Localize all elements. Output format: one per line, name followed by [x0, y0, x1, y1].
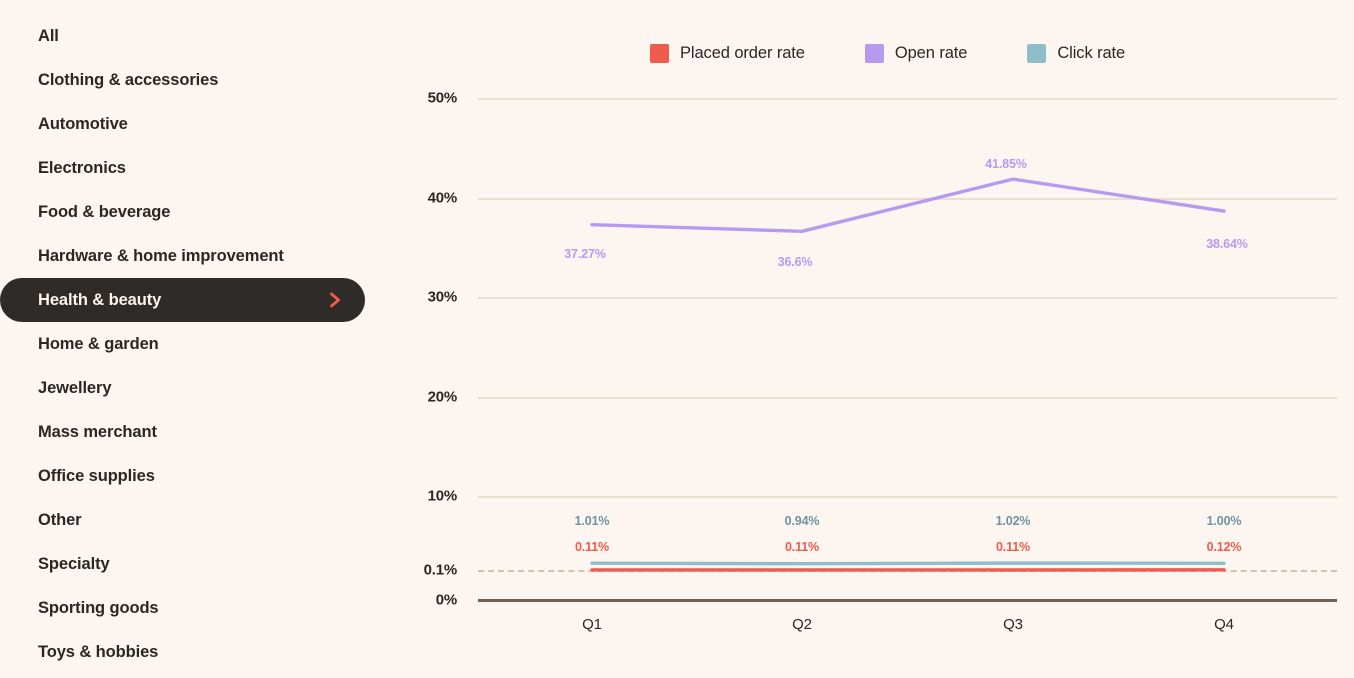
chart-panel: Placed order rate Open rate Click rate 50%…: [400, 0, 1354, 678]
point-label: 41.85%: [985, 157, 1027, 172]
point-label: 38.64%: [1206, 237, 1248, 252]
legend-item-open-rate[interactable]: Open rate: [864, 44, 968, 63]
point-label: 0.11%: [995, 540, 1031, 554]
sidebar-item-label: Jewellery: [38, 378, 112, 397]
sidebar-item-mass-merchant[interactable]: Mass merchant: [0, 410, 390, 454]
sidebar-item-label: Health & beauty: [38, 290, 162, 309]
sidebar-item-food-beverage[interactable]: Food & beverage: [0, 190, 390, 234]
sidebar-item-specialty[interactable]: Specialty: [0, 542, 390, 586]
sidebar-item-hardware-home-improvement[interactable]: Hardware & home improvement: [0, 234, 390, 278]
legend-label: Open rate: [894, 44, 968, 62]
sidebar-item-label: Hardware & home improvement: [38, 246, 284, 265]
chart-legend: Placed order rate Open rate Click rate: [650, 44, 1125, 63]
x-axis-tick-label: Q2: [792, 616, 812, 633]
sidebar-item-label: Automotive: [38, 114, 128, 133]
sidebar-item-label: Sporting goods: [38, 598, 159, 617]
sidebar-item-label: Home & garden: [38, 334, 159, 353]
point-label: 1.01%: [574, 514, 610, 528]
legend-swatch-icon: [650, 44, 669, 63]
point-label: 37.27%: [564, 246, 606, 261]
sidebar-item-other[interactable]: Other: [0, 498, 390, 542]
gridline-30: [478, 297, 1337, 299]
legend-swatch-icon: [864, 44, 884, 63]
y-axis-tick-label: 30%: [427, 288, 458, 306]
sidebar-item-clothing-accessories[interactable]: Clothing & accessories: [0, 58, 390, 102]
legend-item-placed-order-rate[interactable]: Placed order rate: [650, 44, 805, 63]
point-label: 1.00%: [1206, 514, 1242, 528]
y-axis: 50% 40% 30% 20% 10% 0.1% 0%: [400, 0, 458, 678]
point-label: 36.6%: [777, 255, 813, 270]
y-axis-tick-label: 50%: [427, 89, 458, 107]
sidebar-item-label: Other: [38, 510, 82, 529]
chart-plot-area: 50% 40% 30% 20% 10% 0.1% 0% Q1 Q2 Q3 Q4 0.11% 0.11…: [400, 0, 1354, 678]
sidebar-item-jewellery[interactable]: Jewellery: [0, 366, 390, 410]
y-axis-tick-label: 0.1%: [423, 561, 458, 579]
x-axis-tick-label: Q1: [582, 616, 602, 633]
sidebar-item-all[interactable]: All: [0, 14, 390, 58]
series-lines: [590, 177, 1226, 572]
legend-label: Placed order rate: [680, 44, 805, 62]
x-axis-line: [478, 599, 1337, 602]
sidebar-item-home-garden[interactable]: Home & garden: [0, 322, 390, 366]
line-click-rate: [590, 561, 1226, 566]
sidebar-item-label: Electronics: [38, 158, 126, 177]
point-label: 0.11%: [784, 540, 820, 554]
x-axis-tick-label: Q4: [1214, 616, 1234, 633]
category-sidebar: All Clothing & accessories Automotive Elect…: [0, 0, 400, 678]
sidebar-item-label: Specialty: [38, 554, 110, 573]
y-axis-tick-label: 0%: [435, 591, 457, 609]
sidebar-item-label: Clothing & accessories: [38, 70, 219, 89]
legend-item-click-rate[interactable]: Click rate: [1027, 44, 1125, 63]
sidebar-item-office-supplies[interactable]: Office supplies: [0, 454, 390, 498]
gridline-50: [478, 98, 1337, 100]
chevron-right-icon[interactable]: [328, 291, 343, 309]
y-axis-tick-label: 10%: [427, 487, 458, 505]
sidebar-item-automotive[interactable]: Automotive: [0, 102, 390, 146]
sidebar-item-label: Toys & hobbies: [38, 642, 159, 661]
gridline-10: [478, 496, 1337, 498]
gridline-0-1: [478, 570, 1337, 572]
sidebar-item-label: Office supplies: [38, 466, 155, 485]
point-label: 0.94%: [784, 514, 820, 528]
sidebar-item-label: Mass merchant: [38, 422, 157, 441]
sidebar-item-sporting-goods[interactable]: Sporting goods: [0, 586, 390, 630]
point-label: 1.02%: [995, 514, 1031, 528]
gridline-40: [478, 197, 1337, 200]
point-label: 0.11%: [574, 540, 610, 554]
sidebar-item-health-beauty[interactable]: Health & beauty: [0, 278, 365, 322]
point-label: 0.12%: [1206, 540, 1242, 554]
sidebar-item-electronics[interactable]: Electronics: [0, 146, 390, 190]
y-axis-tick-label: 40%: [427, 189, 458, 206]
x-axis-tick-label: Q3: [1003, 616, 1023, 633]
sidebar-item-toys-hobbies[interactable]: Toys & hobbies: [0, 630, 390, 674]
legend-label: Click rate: [1057, 44, 1126, 62]
line-open-rate: [590, 177, 1226, 234]
sidebar-item-label: All: [38, 26, 59, 45]
gridline-20: [478, 396, 1337, 399]
legend-swatch-icon: [1027, 44, 1047, 63]
sidebar-item-label: Food & beverage: [38, 202, 171, 221]
y-axis-tick-label: 20%: [427, 388, 458, 405]
